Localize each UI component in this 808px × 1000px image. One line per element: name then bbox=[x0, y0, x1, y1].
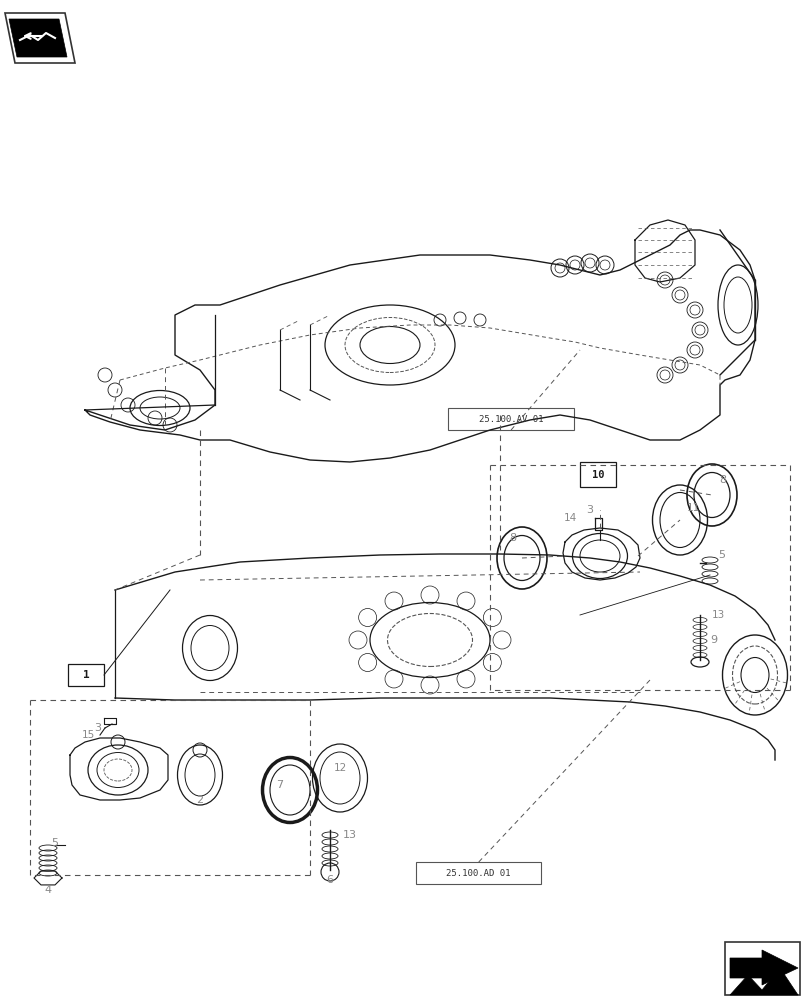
Text: 10: 10 bbox=[591, 470, 604, 480]
FancyBboxPatch shape bbox=[448, 408, 574, 430]
Text: 8: 8 bbox=[509, 533, 516, 543]
Polygon shape bbox=[5, 13, 75, 63]
Text: 25.100.AV 01: 25.100.AV 01 bbox=[479, 414, 543, 424]
Text: 12: 12 bbox=[334, 763, 347, 773]
Polygon shape bbox=[730, 968, 798, 995]
FancyBboxPatch shape bbox=[580, 462, 616, 487]
Text: 7: 7 bbox=[276, 780, 284, 790]
Text: 1: 1 bbox=[82, 670, 90, 680]
Text: 14: 14 bbox=[564, 513, 577, 523]
FancyBboxPatch shape bbox=[68, 664, 104, 686]
Polygon shape bbox=[9, 19, 67, 57]
Text: 4: 4 bbox=[44, 885, 52, 895]
Text: 13: 13 bbox=[711, 610, 725, 620]
Text: 9: 9 bbox=[710, 635, 718, 645]
Text: 25.100.AD 01: 25.100.AD 01 bbox=[447, 868, 511, 878]
Polygon shape bbox=[725, 942, 800, 995]
FancyBboxPatch shape bbox=[416, 862, 541, 884]
Text: 5: 5 bbox=[718, 550, 726, 560]
Text: 2: 2 bbox=[196, 795, 204, 805]
Text: 3: 3 bbox=[587, 505, 594, 515]
Text: 6: 6 bbox=[326, 875, 334, 885]
Text: 5: 5 bbox=[52, 838, 58, 848]
Text: 8: 8 bbox=[719, 475, 726, 485]
Text: 3: 3 bbox=[95, 723, 102, 733]
Polygon shape bbox=[730, 950, 798, 985]
Text: 15: 15 bbox=[82, 730, 95, 740]
Text: 11: 11 bbox=[686, 503, 700, 513]
Text: 13: 13 bbox=[343, 830, 357, 840]
